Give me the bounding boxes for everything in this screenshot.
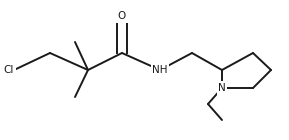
- Text: N: N: [218, 83, 226, 93]
- Text: Cl: Cl: [4, 65, 14, 75]
- Text: O: O: [118, 11, 126, 21]
- Text: NH: NH: [152, 65, 168, 75]
